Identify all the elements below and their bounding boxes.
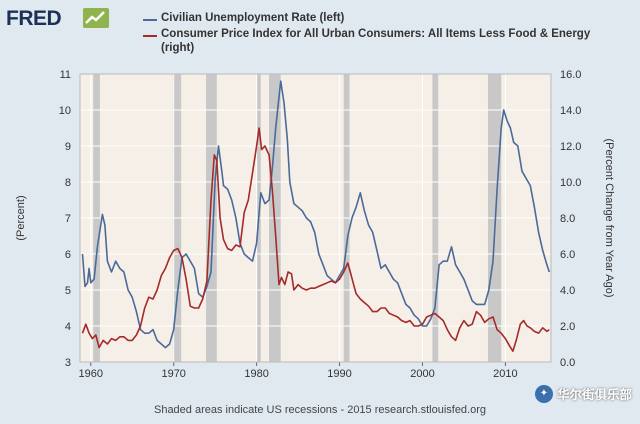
y-left-tick-label: 8	[65, 177, 71, 189]
y-right-tick-label: 4.0	[560, 285, 575, 297]
y-left-tick-label: 7	[65, 213, 71, 225]
y-left-tick-label: 6	[65, 249, 71, 261]
y-right-tick-label: 12.0	[560, 141, 581, 153]
legend-cpi-label: Consumer Price Index for All Urban Consu…	[161, 28, 591, 54]
y-left-tick-label: 4	[65, 321, 71, 333]
x-tick-label: 1960	[79, 368, 103, 380]
y-left-tick-label: 10	[59, 105, 71, 117]
watermark-text: 华尔街俱乐部	[556, 387, 632, 402]
fred-logo[interactable]: FRED	[6, 7, 62, 30]
legend-unemployment-label: Civilian Unemployment Rate (left)	[161, 12, 345, 24]
y-right-tick-label: 6.0	[560, 249, 575, 261]
legend-unemployment-swatch	[143, 19, 157, 21]
y-left-tick-label: 9	[65, 141, 71, 153]
x-tick-label: 1970	[161, 368, 185, 380]
x-tick-label: 1980	[244, 368, 268, 380]
y-left-tick-label: 3	[65, 357, 71, 369]
y-right-tick-label: 16.0	[560, 69, 581, 81]
y-right-axis-label: (Percent Change from Year Ago)	[603, 139, 615, 298]
legend-cpi-swatch	[143, 35, 157, 37]
y-right-tick-label: 8.0	[560, 213, 575, 225]
legend-unemployment: Civilian Unemployment Rate (left)	[143, 11, 344, 25]
fred-graph-icon	[83, 8, 109, 28]
watermark-logo-icon: ✦	[534, 384, 553, 403]
x-tick-label: 1990	[327, 368, 351, 380]
x-tick-label: 2000	[410, 368, 434, 380]
y-right-tick-label: 2.0	[560, 321, 575, 333]
plot-border	[79, 73, 552, 363]
y-right-tick-label: 0.0	[560, 357, 575, 369]
y-left-tick-label: 11	[60, 69, 71, 81]
y-left-tick-label: 5	[65, 285, 71, 297]
series-unemployment-line	[81, 80, 551, 349]
series-cpi-line	[81, 127, 550, 353]
watermark: ✦ 华尔街俱乐部	[534, 384, 632, 403]
y-right-tick-label: 14.0	[560, 105, 581, 117]
y-right-tick-label: 10.0	[560, 177, 581, 189]
legend-cpi: Consumer Price Index for All Urban Consu…	[143, 27, 613, 55]
footer-note: Shaded areas indicate US recessions - 20…	[153, 404, 487, 416]
y-left-axis-label: (Percent)	[15, 195, 27, 240]
x-tick-label: 2010	[493, 368, 517, 380]
